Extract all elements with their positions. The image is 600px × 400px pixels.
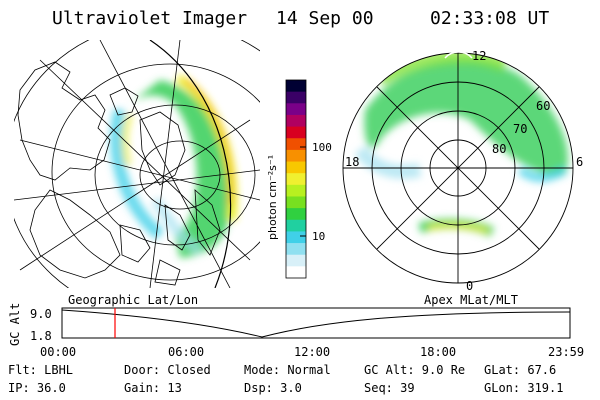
altitude-xtick-0000: 00:00 (40, 345, 76, 359)
colorbar-swatch (286, 254, 306, 267)
apex-polar-panel (342, 51, 574, 284)
colorbar-frame (285, 79, 307, 279)
apex-panel-label: Apex MLat/MLT (424, 293, 518, 307)
colorbar-tick-label-10: 10 (312, 230, 325, 243)
colorbar-swatch (286, 149, 306, 163)
colorbar-swatch (286, 103, 306, 116)
colorbar-swatch (286, 126, 306, 139)
instrument-title: Ultraviolet Imager (52, 8, 248, 29)
colorbar-swatch (286, 114, 306, 128)
info-gcalt: GC Alt: 9.0 Re (364, 363, 466, 377)
colorbar-swatch (286, 91, 306, 104)
time-label: 02:33:08 UT (430, 8, 550, 29)
mlt-label-18: 18 (345, 155, 359, 169)
altitude-ytick-9: 9.0 (30, 307, 52, 321)
altitude-xtick-1200: 12:00 (294, 345, 330, 359)
colorbar-swatch (286, 184, 306, 197)
colorbar-unit-label: photon cm⁻²s⁻¹ (266, 155, 279, 240)
colorbar-swatch (286, 208, 306, 221)
info-seq: Seq: 39 (364, 381, 415, 395)
mlat-label-60: 60 (536, 99, 550, 113)
geographic-panel-label: Geographic Lat/Lon (68, 293, 198, 307)
colorbar-swatch (286, 196, 306, 209)
mlt-label-12: 12 (472, 49, 486, 63)
altitude-curve (61, 309, 571, 338)
info-mode: Mode: Normal (244, 363, 331, 377)
colorbar-swatch (286, 80, 306, 93)
mlat-label-80: 80 (492, 142, 506, 156)
altitude-ytick-1.8: 1.8 (30, 329, 52, 343)
colorbar-swatch (286, 161, 306, 174)
info-ip: IP: 36.0 (8, 381, 66, 395)
altitude-xtick-1800: 18:00 (420, 345, 456, 359)
colorbar-tick-label-100: 100 (312, 141, 332, 154)
altitude-xtick-0600: 06:00 (168, 345, 204, 359)
colorbar-swatch (286, 173, 306, 186)
colorbar (286, 80, 306, 279)
altitude-xtick-2359: 23:59 (548, 345, 584, 359)
altitude-plot-frame (61, 307, 571, 339)
mlt-label-6: 6 (576, 155, 583, 169)
coastline-outlines (17, 61, 221, 286)
apex-grid (342, 52, 574, 284)
aurora-oval-geographic (110, 74, 238, 258)
info-dsp: Dsp: 3.0 (244, 381, 302, 395)
latlon-grid (14, 40, 260, 288)
colorbar-swatch (286, 231, 306, 244)
date-label: 14 Sep 00 (276, 8, 374, 29)
info-gain: Gain: 13 (124, 381, 182, 395)
colorbar-swatch (286, 138, 306, 151)
info-door: Door: Closed (124, 363, 211, 377)
info-flt: Flt: LBHL (8, 363, 74, 377)
altitude-ylabel: GC Alt (8, 303, 22, 346)
mlt-label-0: 0 (466, 279, 473, 293)
info-glat: GLat: 67.6 (484, 363, 557, 377)
colorbar-swatch (286, 266, 306, 279)
geographic-map-panel (14, 40, 260, 288)
colorbar-swatch (286, 243, 306, 256)
earth-limb-arc (149, 40, 232, 288)
mlat-label-70: 70 (513, 122, 527, 136)
aurora-oval-apex (354, 53, 568, 237)
colorbar-swatch (286, 219, 306, 232)
info-glon: GLon: 319.1 (484, 381, 564, 395)
